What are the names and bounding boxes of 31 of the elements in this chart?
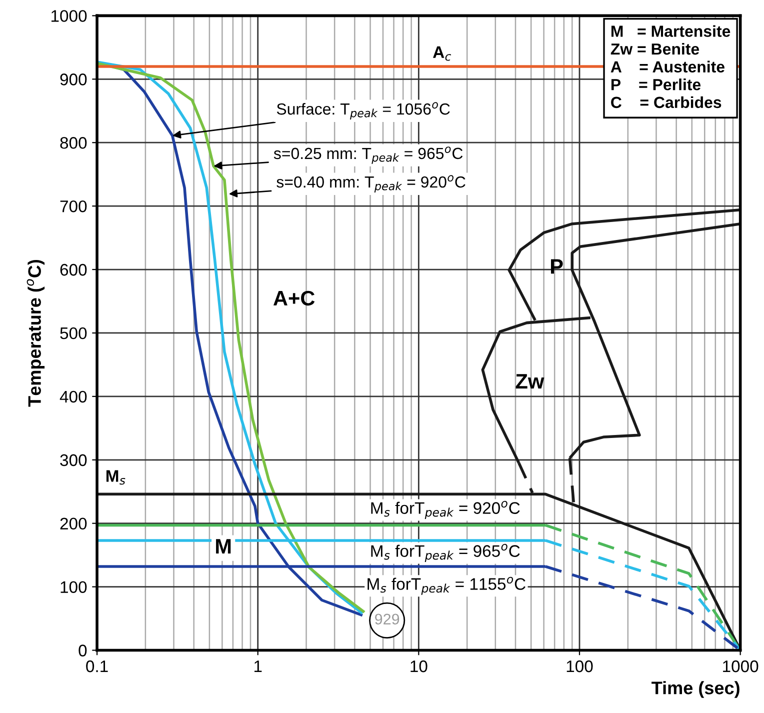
annotation: M	[216, 539, 231, 554]
y-tick-label: 400	[60, 390, 87, 403]
y-axis-title: Temperature ($^{o}$C)	[26, 260, 45, 407]
x-tick-label: 10	[410, 660, 428, 672]
y-tick-label: 700	[60, 200, 87, 212]
annotation: M$_{s}$ forT$_{peak}$ = 920$^{o}$C	[371, 500, 520, 519]
annotation: 929	[375, 614, 400, 625]
y-tick-label: 300	[60, 454, 87, 466]
x-tick-label: 1000	[723, 660, 758, 672]
x-tick-label: 100	[566, 660, 593, 672]
x-tick-label: 1	[254, 660, 262, 672]
annotation: s=0.40 mm: T$_{peak}$ = 920$^{o}$C	[276, 175, 466, 192]
annotation: M = Martensite Zw = Benite A = Austenite P = Perlite C = Carbides	[610, 25, 730, 108]
y-tick-label: 800	[60, 137, 87, 149]
annotation: s=0.25 mm: T$_{peak}$ = 965$^{o}$C	[274, 146, 463, 164]
y-tick-label: 600	[60, 264, 87, 276]
y-tick-label: 200	[60, 518, 87, 530]
annotation: Surface: T$_{peak}$ = 1056$^{o}$C	[276, 102, 450, 120]
x-tick-label: 0.1	[86, 660, 108, 672]
x-axis-title: Time (sec)	[652, 681, 740, 698]
y-tick-label: 900	[60, 74, 87, 86]
annotation: M$_{s}$ forT$_{peak}$ = 1155$^{o}$C	[368, 576, 526, 595]
y-tick-label: 0	[78, 644, 87, 656]
annotation: A+C	[273, 290, 315, 306]
y-tick-label: 100	[60, 581, 87, 593]
y-tick-label: 500	[60, 327, 87, 340]
annotation: M$_{s}$ forT$_{peak}$ = 965$^{o}$C	[371, 544, 520, 562]
annotation: Zw	[516, 374, 544, 388]
ref-line-label: A$_{c}$	[433, 46, 452, 61]
annotation: M$_{s}$	[106, 470, 126, 485]
y-tick-label: 1000	[52, 10, 87, 22]
